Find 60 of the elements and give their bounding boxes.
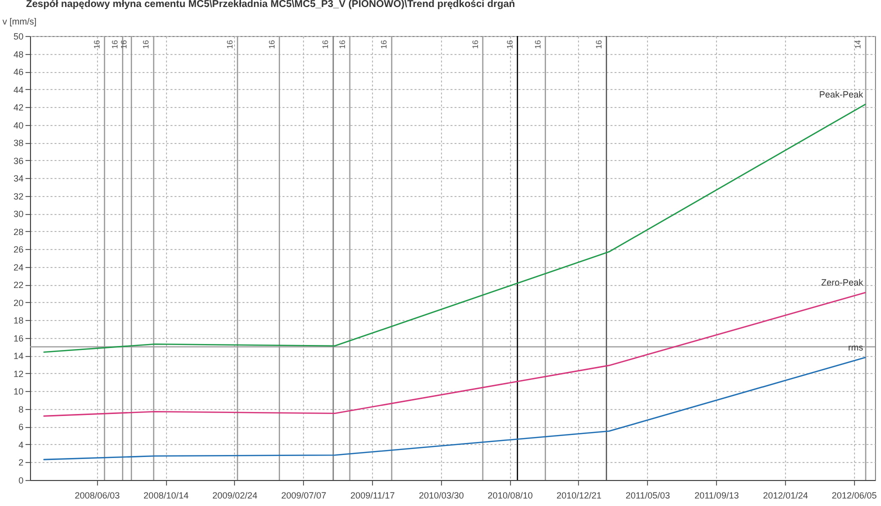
y-axis-title: v [mm/s] [2, 16, 36, 26]
y-tick-label: 30 [13, 209, 24, 220]
ref-line-label: 16 [594, 39, 604, 49]
ref-line-label: 16 [119, 39, 128, 49]
x-tick-label: 2011/05/03 [626, 490, 670, 500]
y-tick-label: 8 [18, 404, 24, 414]
x-tick-label: 2009/07/07 [281, 490, 326, 500]
x-tick-label: 2010/12/21 [556, 490, 602, 500]
y-tick-label: 26 [13, 244, 24, 255]
y-tick-label: 38 [13, 138, 24, 148]
x-tick-label: 2010/08/10 [488, 490, 533, 500]
ref-line-label: 16 [142, 39, 151, 49]
y-tick-label: 16 [13, 333, 24, 344]
y-tick-label: 22 [13, 280, 24, 290]
y-tick-label: 18 [13, 316, 24, 326]
y-tick-label: 0 [18, 476, 24, 486]
y-tick-label: 46 [13, 67, 24, 78]
line-series [43, 356, 866, 460]
y-tick-label: 42 [13, 102, 24, 113]
y-tick-label: 20 [13, 298, 24, 308]
y-tick-label: 4 [18, 440, 24, 450]
y-tick-label: 6 [18, 422, 24, 432]
ref-line-label: 16 [321, 39, 330, 49]
y-tick-label: 34 [13, 174, 24, 184]
ref-line-label: 16 [505, 39, 514, 49]
x-tick-label: 2008/06/03 [74, 490, 120, 500]
ref-line-label: 16 [110, 39, 120, 49]
ref-line-label: 16 [380, 39, 389, 49]
y-tick-label: 2 [18, 458, 24, 468]
ref-line-label: 16 [338, 39, 347, 49]
ref-line-label: 16 [267, 39, 276, 49]
y-tick-label: 40 [13, 120, 24, 130]
y-tick-label: 24 [13, 262, 24, 272]
ref-line-label: 16 [533, 39, 542, 49]
series-label: Zero-Peak [821, 278, 864, 288]
line-series [43, 104, 866, 353]
series-label: rms [848, 342, 864, 352]
chart-title: Zespół napędowy młyna cementu MC5\Przekładnia MC5\MC5_P3_V (PIONOWO)\Trend prędkości drgań [26, 0, 516, 10]
ref-line-label: 16 [226, 39, 234, 49]
line-series [43, 292, 866, 417]
y-tick-label: 50 [13, 32, 24, 42]
y-tick-label: 10 [13, 386, 24, 397]
x-tick-label: 2011/09/13 [694, 490, 739, 500]
x-tick-label: 2012/01/24 [762, 490, 808, 500]
y-tick-label: 44 [13, 84, 24, 95]
y-tick-label: 32 [13, 191, 24, 202]
y-tick-label: 14 [13, 351, 24, 362]
y-tick-label: 28 [13, 226, 24, 237]
x-tick-label: 2012/06/05 [832, 490, 877, 500]
x-tick-label: 2008/10/14 [144, 490, 189, 500]
ref-line-label: 16 [470, 39, 480, 49]
y-tick-label: 12 [13, 368, 24, 379]
y-tick-label: 48 [13, 49, 24, 60]
x-tick-label: 2010/03/30 [418, 490, 464, 500]
ref-line-label: 16 [92, 39, 102, 49]
x-tick-label: 2009/02/24 [212, 490, 258, 500]
series-label: Peak-Peak [819, 89, 864, 100]
x-tick-label: 2009/11/17 [350, 490, 395, 500]
y-tick-label: 36 [13, 156, 24, 166]
ref-line-label: 14 [854, 39, 863, 49]
